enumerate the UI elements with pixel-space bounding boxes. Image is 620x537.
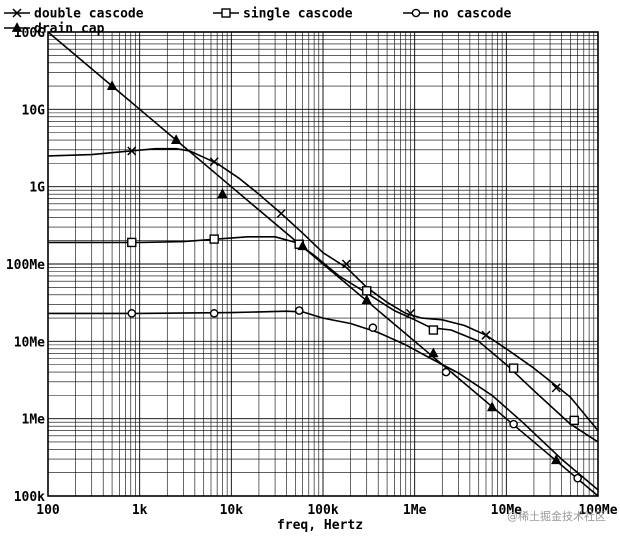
- series-marker-double-cascode: [551, 383, 561, 393]
- legend-label: no cascode: [433, 7, 511, 22]
- series-marker-drain-cap: [428, 347, 439, 358]
- x-tick-label: 10Me: [491, 503, 522, 518]
- series-marker-double-cascode: [127, 146, 137, 156]
- x-axis-label: freq, Hertz: [277, 518, 363, 533]
- series-marker-drain-cap: [361, 294, 372, 305]
- series-marker-no-cascode: [573, 473, 582, 483]
- x-tick-label: 100: [36, 503, 60, 518]
- y-tick-label: 100k: [14, 490, 45, 505]
- series-marker-double-cascode: [12, 8, 22, 18]
- marker-stroke: [127, 146, 137, 156]
- x-tick-label: 100Me: [578, 503, 617, 518]
- series-line-no-cascode: [48, 310, 599, 491]
- x-tick-label: 10k: [220, 503, 244, 518]
- series-marker-drain-cap: [11, 22, 23, 32]
- series-marker-double-cascode: [481, 330, 491, 340]
- legend-item-no-cascode: no cascode: [403, 7, 511, 22]
- x-tick-label: 1Me: [403, 503, 427, 518]
- series-marker-drain-cap: [486, 401, 498, 412]
- series-marker-single-cascode: [209, 234, 219, 244]
- marker-stroke: [341, 259, 351, 269]
- y-tick-label: 100G: [14, 26, 45, 41]
- legend-label: single cascode: [243, 7, 353, 22]
- legend-label: drain cap: [34, 22, 105, 37]
- y-axis-tick-labels: 100k 1Me 10Me 100Me 1G 10G 100G: [6, 26, 45, 505]
- series-marker-drain-cap: [170, 134, 182, 145]
- series-line-drain-cap: [47, 31, 599, 497]
- y-tick-label: 1G: [29, 181, 45, 196]
- legend-label: double cascode: [34, 7, 144, 22]
- y-tick-label: 100Me: [6, 258, 45, 273]
- series-marker-drain-cap: [106, 80, 118, 90]
- series-marker-single-cascode: [569, 415, 579, 426]
- series-marker-single-cascode: [508, 363, 519, 373]
- y-tick-label: 10Me: [14, 335, 45, 350]
- series-marker-single-cascode: [428, 325, 439, 335]
- series-marker-no-cascode: [441, 367, 451, 377]
- series-marker-drain-cap: [217, 188, 228, 199]
- series-marker-no-cascode: [294, 306, 304, 315]
- series-marker-single-cascode: [362, 286, 372, 296]
- series-marker-double-cascode: [341, 259, 351, 269]
- plot-frame: [47, 31, 599, 497]
- legend: double cascode single cascode no cascode dr…: [4, 7, 511, 37]
- x-tick-label: 100k: [307, 503, 338, 518]
- x-axis-tick-labels: 100 1k 10k 100k 1Me 10Me 100Me: [36, 503, 617, 518]
- legend-item-double-cascode: double cascode: [4, 7, 144, 22]
- y-tick-label: 1Me: [22, 413, 46, 428]
- series-marker-no-cascode: [209, 309, 219, 318]
- marker-stroke: [551, 383, 561, 393]
- series-marker-no-cascode: [368, 323, 378, 333]
- series-marker-no-cascode: [509, 419, 518, 429]
- series-marker-double-cascode: [405, 308, 416, 318]
- marker-stroke: [276, 208, 286, 219]
- x-tick-label: 1k: [132, 503, 148, 518]
- watermark-text: @稀土掘金技术社区: [507, 509, 606, 523]
- legend-item-drain-cap: drain cap: [4, 22, 105, 37]
- legend-item-single-cascode: single cascode: [213, 7, 353, 22]
- series-line-single-cascode: [48, 236, 599, 443]
- series-marker-no-cascode: [127, 309, 137, 318]
- marker-stroke: [12, 8, 22, 18]
- series-markers: [106, 80, 582, 483]
- series-marker-no-cascode: [411, 8, 421, 18]
- y-tick-label: 10G: [22, 103, 46, 118]
- chart-grid: [47, 32, 598, 497]
- marker-stroke: [405, 308, 416, 318]
- series-marker-single-cascode: [127, 237, 137, 248]
- series-marker-drain-cap: [551, 454, 562, 465]
- marker-stroke: [481, 330, 491, 340]
- marker-stroke: [209, 157, 219, 167]
- series-marker-double-cascode: [276, 208, 286, 219]
- series-marker-single-cascode: [221, 8, 231, 18]
- series-marker-drain-cap: [297, 240, 308, 251]
- series-marker-double-cascode: [209, 157, 219, 167]
